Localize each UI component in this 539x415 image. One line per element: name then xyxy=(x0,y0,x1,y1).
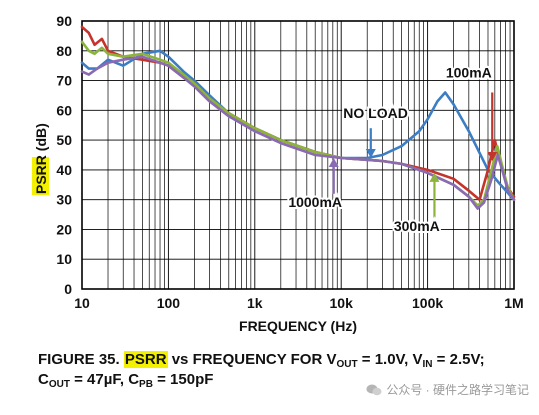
y-tick-label: 50 xyxy=(56,132,72,148)
caption-text: vs FREQUENCY FOR V xyxy=(167,351,337,368)
watermark: 公众号 · 硬件之路学习笔记 xyxy=(366,381,529,398)
y-axis-label-text: PSRR (dB) xyxy=(33,123,49,194)
annotation-arrowhead-100ma xyxy=(487,151,498,161)
figure-caption-line-2: COUT = 47µF, CPB = 150pF xyxy=(38,371,213,390)
x-tick-label: 10k xyxy=(330,295,354,311)
y-tick-label: 30 xyxy=(56,192,72,208)
caption-text: C xyxy=(38,371,49,388)
y-tick-label: 20 xyxy=(56,221,72,237)
series-line-300ma xyxy=(80,40,516,207)
caption-text: = 1.0V, V xyxy=(357,351,423,368)
y-tick-label: 60 xyxy=(56,102,72,118)
caption-text: = 2.5V; xyxy=(432,351,485,368)
y-tick-label: 10 xyxy=(56,251,72,267)
y-axis-label: PSRR (dB) xyxy=(32,123,49,195)
y-tick-label: 90 xyxy=(56,13,72,29)
annotation-label-100ma: 100mA xyxy=(446,65,492,81)
x-tick-label: 1M xyxy=(504,295,523,311)
figure-caption-line-1: FIGURE 35. PSRR vs FREQUENCY FOR VOUT = … xyxy=(38,351,485,370)
y-tick-label: 0 xyxy=(64,281,72,297)
x-axis-label: FREQUENCY (Hz) xyxy=(239,318,357,334)
y-tick-label: 80 xyxy=(56,43,72,59)
caption-subscript: OUT xyxy=(336,359,358,370)
annotation-label-no-load: NO LOAD xyxy=(343,105,408,121)
caption-subscript: OUT xyxy=(48,379,70,390)
y-tick-label: 70 xyxy=(56,73,72,89)
x-tick-label: 1k xyxy=(247,295,263,311)
caption-text: = 47µF, C xyxy=(69,371,140,388)
wechat-icon xyxy=(366,384,382,395)
annotation-arrowhead-no-load xyxy=(365,148,376,158)
y-tick-label: 40 xyxy=(56,162,72,178)
caption-subscript: PB xyxy=(139,379,153,390)
series-group xyxy=(80,25,516,210)
plot-frame xyxy=(81,20,515,290)
y-axis-label-highlight xyxy=(32,157,49,195)
series-line-1000ma xyxy=(80,55,516,210)
caption-text: = 150pF xyxy=(152,371,214,388)
annotation-arrowhead-1000ma xyxy=(328,157,339,167)
grid xyxy=(81,20,514,290)
annotation-arrowhead-300ma xyxy=(429,172,440,182)
x-tick-label: 100k xyxy=(412,295,443,311)
annotations: 100mA NO LOAD 1000mA 300mA xyxy=(286,63,498,236)
watermark-text: 公众号 · 硬件之路学习笔记 xyxy=(386,383,529,397)
caption-highlight-psrr: PSRR xyxy=(123,351,168,368)
annotation-label-1000ma: 1000mA xyxy=(288,194,342,210)
x-tick-label: 10 xyxy=(74,295,90,311)
caption-subscript: IN xyxy=(422,359,433,370)
annotation-label-300ma: 300mA xyxy=(394,218,440,234)
x-tick-label: 100 xyxy=(157,295,181,311)
figure-number: FIGURE 35. xyxy=(38,351,124,368)
